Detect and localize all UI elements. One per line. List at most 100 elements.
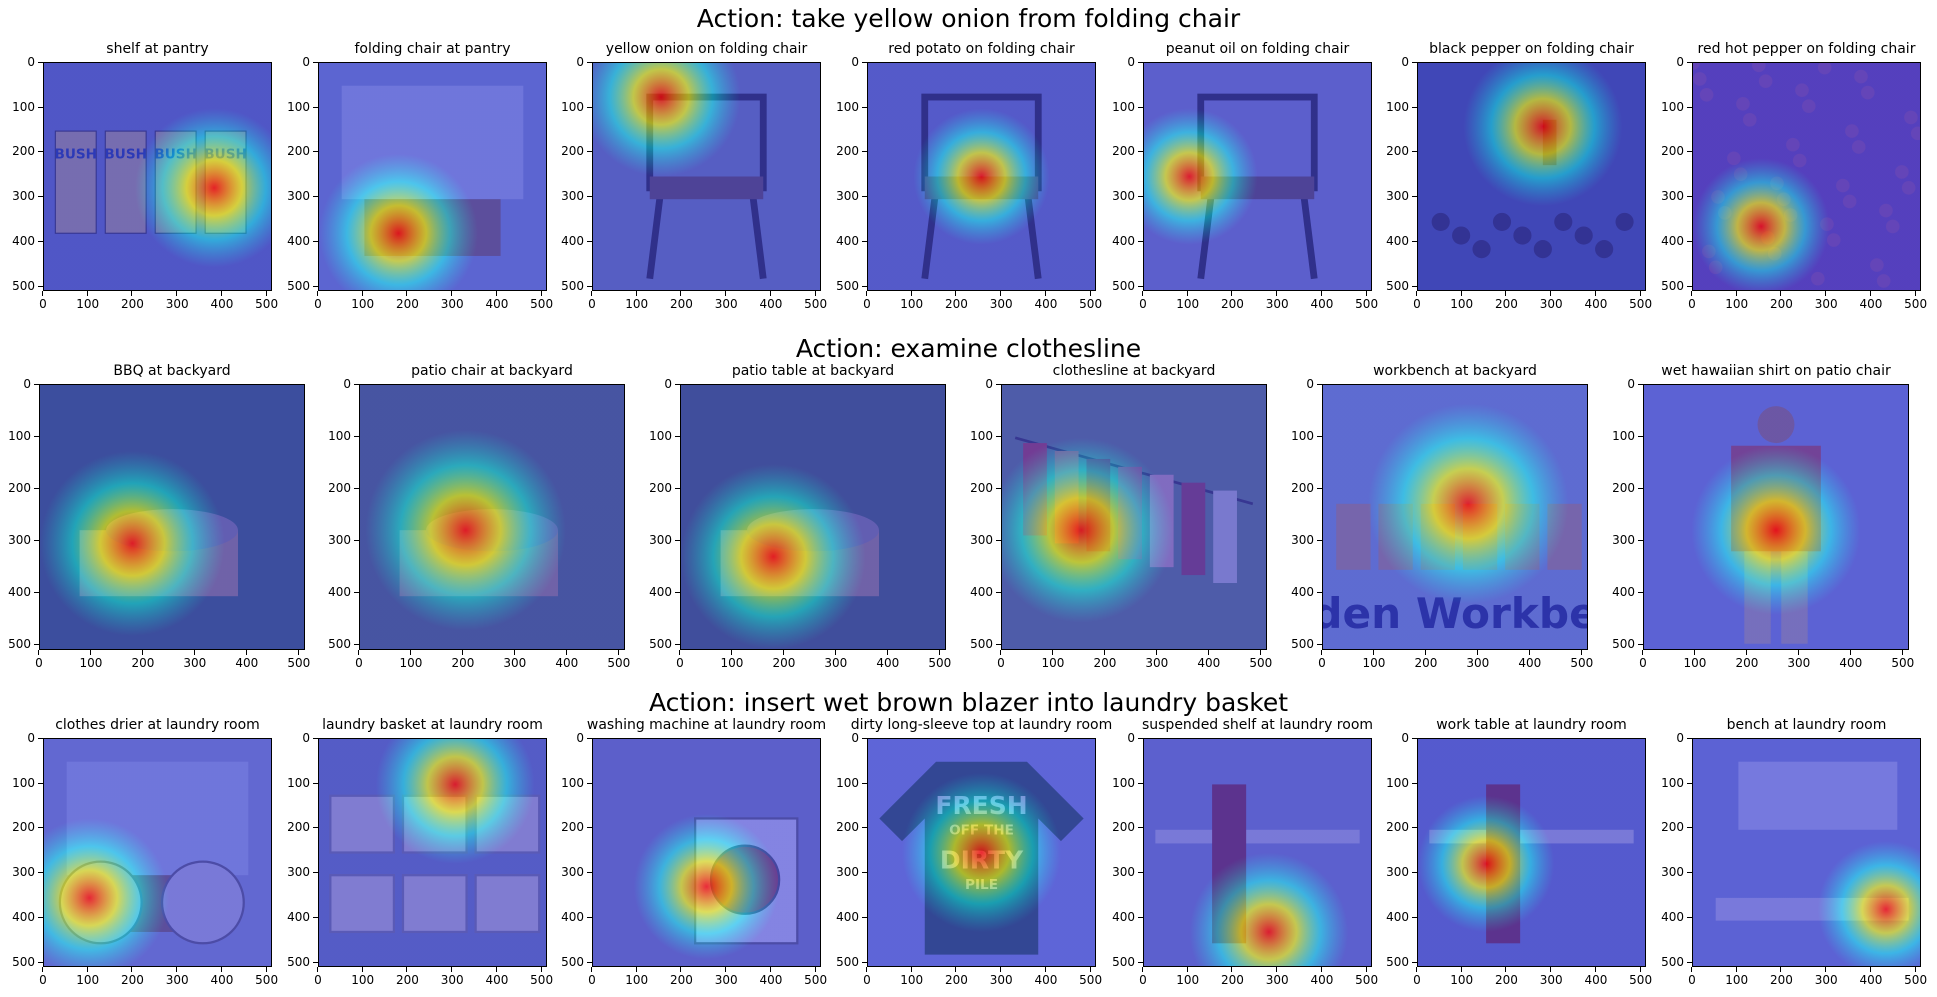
y-tick-label: 300 — [5, 865, 43, 879]
y-tick-label: 200 — [5, 820, 43, 834]
panel-title: yellow onion on folding chair — [605, 41, 808, 57]
y-tick-label: 0 — [1105, 55, 1143, 69]
x-tick-label: 100 — [1033, 650, 1073, 670]
scene-illustration — [681, 385, 945, 649]
x-tick-label: 200 — [936, 967, 976, 987]
y-tick-label: 0 — [554, 55, 592, 69]
scene-illustration — [360, 385, 624, 649]
x-tick-label: 200 — [112, 291, 152, 311]
x-tick-label: 300 — [1531, 291, 1571, 311]
x-tick-label: 100 — [68, 967, 108, 987]
attention-image — [359, 384, 625, 650]
heatmap-panel: red potato on folding chair 0 0 100 100 200 20… — [836, 41, 1102, 311]
x-tick-label: 300 — [1779, 650, 1819, 670]
x-tick-label: 300 — [706, 291, 746, 311]
y-tick-label: 200 — [1654, 820, 1692, 834]
x-tick-label: 200 — [1761, 967, 1801, 987]
y-tick-label: 100 — [5, 776, 43, 790]
y-tick-label: 300 — [554, 865, 592, 879]
x-tick-label: 0 — [19, 650, 59, 670]
x-tick-label: 400 — [751, 967, 791, 987]
y-tick-label: 400 — [321, 585, 359, 599]
panel-title: shelf at pantry — [106, 41, 209, 57]
x-tick-label: 0 — [1302, 650, 1342, 670]
x-tick-label: 0 — [339, 650, 379, 670]
y-tick-label: 200 — [1605, 481, 1643, 495]
heatmap-panel: shelf at pantryBUSHBUSHBUSHBUSH001001002… — [12, 41, 278, 311]
attention-image — [680, 384, 946, 650]
x-tick-label: 500 — [247, 291, 287, 311]
heatmap-panel: BBQ at backyard 0 0 100 100 200 200 300 300 400 40… — [8, 363, 310, 670]
y-tick-label: 100 — [5, 100, 43, 114]
scene-illustration — [1144, 739, 1371, 966]
x-tick-label: 100 — [617, 291, 657, 311]
y-tick-label: 500 — [1105, 955, 1143, 969]
heatmap-panel: red hot pepper on folding chair 0 0 100 100 2… — [1661, 41, 1927, 311]
x-tick-label: 500 — [920, 650, 960, 670]
x-tick-label: 300 — [1806, 291, 1846, 311]
heatmap-panel: wet hawaiian shirt on patio chair 0 0 100 10… — [1612, 363, 1914, 670]
y-tick-label: 500 — [321, 637, 359, 651]
x-tick-label: 0 — [1123, 967, 1163, 987]
x-tick-label: 100 — [892, 291, 932, 311]
y-tick-label: 200 — [1654, 144, 1692, 158]
y-tick-label: 300 — [829, 189, 867, 203]
y-tick-label: 200 — [963, 481, 1001, 495]
scene-illustration: BUSHBUSHBUSHBUSH — [44, 63, 271, 290]
scene-illustration — [1418, 739, 1645, 966]
y-tick-label: 100 — [829, 100, 867, 114]
y-tick-label: 100 — [280, 100, 318, 114]
x-tick-label: 500 — [1621, 291, 1661, 311]
attention-image — [1001, 384, 1267, 650]
y-tick-label: 200 — [1379, 144, 1417, 158]
x-tick-label: 300 — [1137, 650, 1177, 670]
y-tick-label: 100 — [1, 429, 39, 443]
heatmap-panel: yellow onion on folding chair 0 0 100 100 200… — [561, 41, 827, 311]
y-tick-label: 300 — [1379, 189, 1417, 203]
y-tick-label: 200 — [1379, 820, 1417, 834]
x-tick-label: 500 — [1562, 650, 1602, 670]
y-tick-label: 500 — [5, 279, 43, 293]
heatmap-panel: bench at laundry room 0 0 100 100 200 200 300 30… — [1661, 717, 1927, 987]
panel-title: clothes drier at laundry room — [55, 717, 260, 733]
x-tick-label: 500 — [247, 967, 287, 987]
y-tick-label: 100 — [1605, 429, 1643, 443]
heatmap-panel: patio chair at backyard 0 0 100 100 200 200 300… — [328, 363, 630, 670]
y-tick-label: 400 — [1, 585, 39, 599]
y-tick-label: 300 — [280, 865, 318, 879]
y-tick-label: 300 — [321, 533, 359, 547]
panel-title: black pepper on folding chair — [1429, 41, 1634, 57]
y-tick-label: 500 — [554, 955, 592, 969]
heatmap-panel: washing machine at laundry room 0 0 100 100 2… — [561, 717, 827, 987]
x-tick-label: 500 — [1347, 291, 1387, 311]
y-tick-label: 300 — [1654, 189, 1692, 203]
x-tick-label: 100 — [1354, 650, 1394, 670]
y-tick-label: 0 — [280, 55, 318, 69]
panel-title: clothesline at backyard — [1052, 363, 1216, 379]
x-tick-label: 100 — [391, 650, 431, 670]
row-title: Action: examine clothesline — [795, 334, 1142, 363]
y-tick-label: 400 — [1654, 910, 1692, 924]
x-tick-label: 0 — [572, 967, 612, 987]
y-tick-label: 100 — [1284, 429, 1322, 443]
heatmap-panel: clothes drier at laundry room 0 0 100 100 200… — [12, 717, 278, 987]
heatmap-panel: dirty long-sleeve top at laundry room FRE… — [836, 717, 1112, 987]
panel-title: work table at laundry room — [1436, 717, 1627, 733]
x-tick-label: 0 — [1397, 291, 1437, 311]
y-tick-label: 200 — [1284, 481, 1322, 495]
x-tick-label: 0 — [1672, 291, 1712, 311]
y-tick-label: 200 — [554, 144, 592, 158]
y-tick-label: 300 — [1105, 865, 1143, 879]
y-tick-label: 100 — [554, 100, 592, 114]
y-tick-label: 500 — [1105, 279, 1143, 293]
attention-image — [1692, 738, 1921, 967]
y-tick-label: 200 — [5, 144, 43, 158]
x-tick-label: 300 — [1257, 291, 1297, 311]
panel-title: red potato on folding chair — [888, 41, 1075, 57]
heatmap-panel: black pepper on folding chair 0 0 100 100 200… — [1386, 41, 1652, 311]
x-tick-label: 300 — [432, 967, 472, 987]
y-tick-label: 500 — [5, 955, 43, 969]
panel-title: laundry basket at laundry room — [322, 717, 543, 733]
x-tick-label: 400 — [1576, 967, 1616, 987]
x-tick-label: 400 — [1831, 650, 1871, 670]
